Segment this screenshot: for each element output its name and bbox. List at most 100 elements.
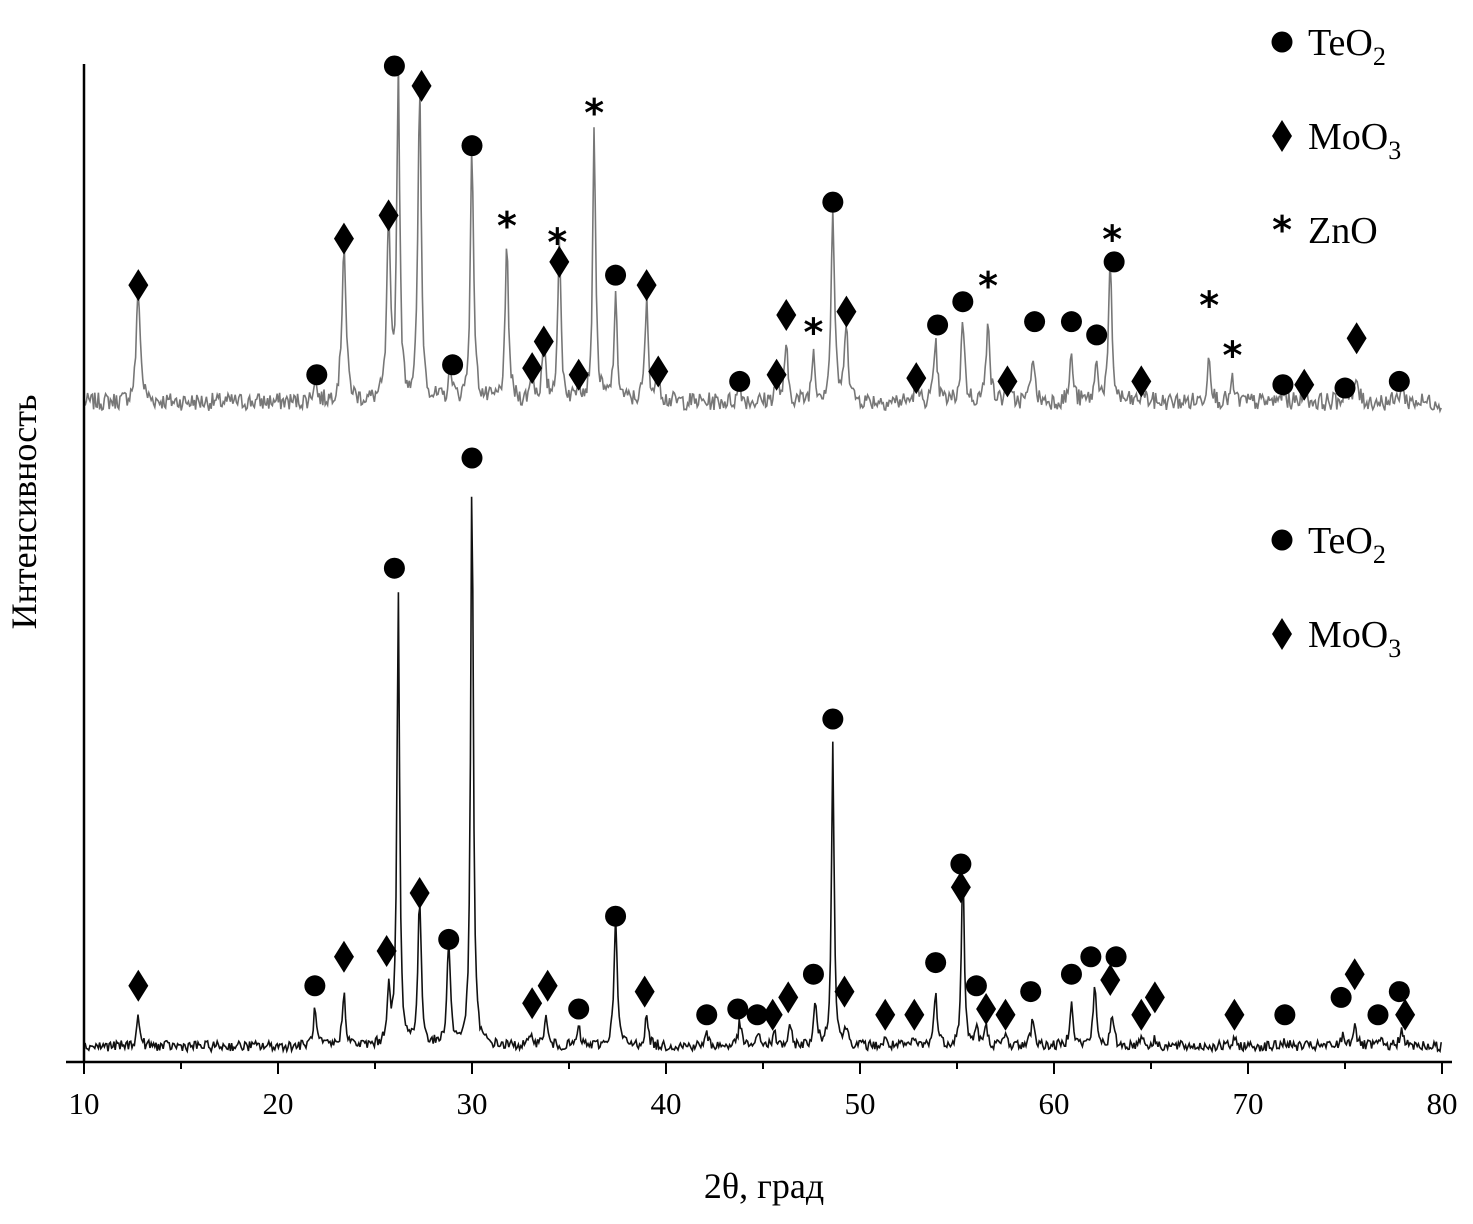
series-top-line	[83, 59, 1442, 414]
plot-markers: * *******	[128, 55, 1416, 1031]
teo2-marker	[1271, 529, 1293, 551]
teo2-marker	[696, 1004, 718, 1026]
moo3-marker	[648, 355, 669, 388]
moo3-marker	[411, 69, 432, 102]
teo2-marker	[1388, 981, 1410, 1003]
teo2-marker	[1086, 324, 1108, 346]
teo2-marker	[1272, 374, 1294, 396]
moo3-marker	[997, 365, 1018, 398]
teo2-marker	[1024, 311, 1046, 333]
legend-label: TeO2	[1308, 22, 1386, 71]
moo3-marker	[568, 358, 589, 391]
moo3-marker	[533, 325, 554, 358]
x-tick-label: 60	[1039, 1086, 1070, 1121]
teo2-marker	[1060, 311, 1082, 333]
legend-label: TeO2	[1308, 520, 1386, 569]
teo2-marker	[925, 952, 947, 974]
moo3-marker	[128, 269, 149, 302]
x-tick-label: 20	[263, 1086, 294, 1121]
zno-marker: *	[584, 91, 604, 135]
moo3-marker	[1131, 998, 1152, 1031]
teo2-marker	[1103, 251, 1125, 273]
moo3-marker	[634, 975, 655, 1008]
teo2-marker	[1080, 946, 1102, 968]
x-tick-label: 50	[845, 1086, 876, 1121]
moo3-marker	[333, 940, 354, 973]
moo3-marker	[836, 295, 857, 328]
teo2-marker	[727, 998, 749, 1020]
teo2-marker	[306, 364, 328, 386]
moo3-marker	[776, 299, 797, 331]
teo2-marker	[383, 55, 405, 77]
moo3-marker	[1131, 365, 1152, 398]
moo3-marker	[1395, 998, 1416, 1031]
moo3-marker	[376, 935, 397, 967]
teo2-marker	[950, 853, 972, 875]
x-tick-label: 40	[651, 1086, 682, 1121]
legend-label: MoO3	[1308, 614, 1401, 663]
moo3-marker	[1344, 958, 1365, 991]
y-axis-label: Интенсивность	[4, 395, 44, 630]
teo2-marker	[822, 191, 844, 213]
teo2-marker	[1020, 981, 1042, 1003]
teo2-marker	[1330, 986, 1352, 1008]
moo3-marker	[128, 969, 149, 1002]
moo3-marker	[762, 998, 783, 1031]
moo3-marker	[906, 362, 927, 395]
teo2-marker	[1060, 963, 1082, 985]
zno-marker: *	[1102, 217, 1122, 261]
zno-marker: *	[1199, 284, 1219, 328]
teo2-marker	[1388, 370, 1410, 392]
moo3-marker	[333, 222, 354, 255]
teo2-marker	[822, 708, 844, 730]
moo3-marker	[995, 998, 1016, 1031]
moo3-marker	[378, 199, 399, 232]
moo3-marker	[1144, 981, 1165, 1014]
x-axis-ticks: 10 20 30 40 50 60 70 80	[69, 1062, 1458, 1121]
legend-top: TeO2 MoO3 * ZnO	[1271, 22, 1401, 252]
teo2-marker	[438, 928, 460, 950]
moo3-marker	[875, 998, 896, 1031]
zno-marker: *	[1223, 334, 1243, 378]
moo3-marker	[1272, 120, 1292, 152]
series-top-markers: * *******	[128, 55, 1410, 401]
teo2-marker	[927, 314, 949, 336]
teo2-marker	[952, 291, 974, 313]
moo3-marker	[1346, 322, 1367, 355]
teo2-marker	[1367, 1004, 1389, 1026]
moo3-marker	[636, 269, 657, 302]
teo2-marker	[1274, 1004, 1296, 1026]
teo2-marker	[442, 354, 464, 376]
moo3-marker	[1272, 618, 1292, 650]
moo3-marker	[1224, 998, 1245, 1031]
teo2-marker	[802, 963, 824, 985]
moo3-marker	[1294, 368, 1315, 401]
moo3-marker	[976, 993, 997, 1025]
moo3-marker	[950, 871, 971, 904]
x-tick-label: 70	[1233, 1086, 1264, 1121]
moo3-marker	[522, 352, 543, 385]
moo3-marker	[522, 987, 543, 1020]
teo2-marker	[605, 905, 627, 927]
moo3-marker	[904, 998, 925, 1031]
x-axis-label: 2θ, град	[704, 1166, 824, 1206]
moo3-marker	[766, 358, 787, 391]
teo2-marker	[746, 1004, 768, 1026]
teo2-marker	[304, 975, 326, 997]
moo3-marker	[409, 877, 430, 909]
series-bottom-line	[83, 496, 1442, 1054]
x-tick-label: 10	[69, 1086, 100, 1121]
zno-marker: *	[978, 264, 998, 308]
moo3-marker	[1100, 964, 1121, 996]
zno-marker: *	[1272, 208, 1292, 252]
teo2-marker	[461, 447, 483, 469]
teo2-marker	[1105, 946, 1127, 968]
x-tick-label: 30	[457, 1086, 488, 1121]
moo3-marker	[778, 981, 799, 1014]
teo2-marker	[1271, 31, 1293, 53]
legend-label: ZnO	[1308, 210, 1378, 252]
teo2-marker	[461, 135, 483, 157]
teo2-marker	[383, 557, 405, 579]
legend-bottom: TeO2 MoO3	[1271, 520, 1401, 663]
